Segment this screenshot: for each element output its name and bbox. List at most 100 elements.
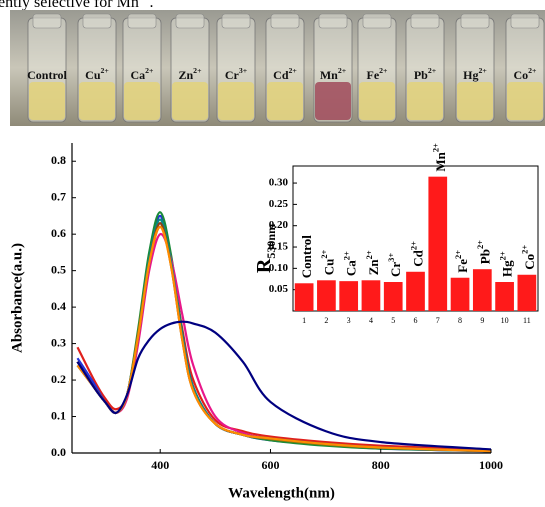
bar-label: Ca2+ <box>341 251 358 276</box>
bar-label-sup: 2+ <box>319 249 329 258</box>
x-axis-title: Wavelength(nm) <box>228 485 335 501</box>
vial-label-sup: 2+ <box>428 66 437 75</box>
y-tick-label: 0.20 <box>269 219 289 231</box>
vial-liquid <box>359 82 395 120</box>
x-tick-label: 6 <box>414 316 418 325</box>
y-axis-title-sub: 530nm <box>264 224 278 259</box>
vial-label-base: Control <box>27 68 67 82</box>
bar-label-sup: 2+ <box>475 240 485 249</box>
x-tick-label: 2 <box>324 316 328 325</box>
vial-label-base: Mn <box>320 68 338 82</box>
vial-liquid <box>124 82 160 120</box>
bar-label-base: Zn <box>366 259 381 276</box>
vial-label-sup: 2+ <box>289 66 298 75</box>
vial-label-sup: 2+ <box>145 66 154 75</box>
bar-label: Mn2+ <box>431 143 448 172</box>
y-tick-label: 0.6 <box>51 226 66 240</box>
bar-label-base: Hg <box>500 260 515 277</box>
bar-label-sup: 2+ <box>408 241 418 250</box>
vial-label-sup: 3+ <box>239 66 248 75</box>
y-tick-label: 0.5 <box>51 262 66 276</box>
y-tick-label: 0.2 <box>51 372 66 386</box>
bar <box>450 277 470 311</box>
bar-label-sup: 2+ <box>497 251 507 260</box>
vial-label-sup: 2+ <box>338 66 347 75</box>
bar-label-sup: 2+ <box>341 251 351 260</box>
vial-neck <box>318 13 348 29</box>
y-axis-title: Absorbance(a.u.) <box>9 243 25 353</box>
bar-label-base: Cu <box>321 259 336 276</box>
vial-liquid <box>218 82 254 120</box>
vial-label: Cr3+ <box>225 66 248 82</box>
bar-label-base: Co <box>522 254 537 270</box>
y-tick-label: 0.3 <box>51 335 66 349</box>
bar-label: Fe2+ <box>453 250 470 273</box>
vial-liquid <box>507 82 543 120</box>
vial-neck <box>82 13 112 29</box>
bar-label-base: Pb <box>477 249 492 264</box>
x-tick-label: 1 <box>302 316 306 325</box>
vial-label-sup: 2+ <box>379 66 388 75</box>
vial-label-base: Ca <box>130 68 145 82</box>
y-tick-label: 0.25 <box>269 198 289 210</box>
bar-label: Hg2+ <box>497 251 514 277</box>
vial-label: Mn2+ <box>320 66 347 82</box>
vial-label-sup: 2+ <box>479 66 488 75</box>
x-tick-label: 3 <box>347 316 351 325</box>
caption: ently selective for Mn2+. <box>0 0 153 11</box>
vial-label: Fe2+ <box>367 66 389 82</box>
bar <box>383 282 403 311</box>
vial-liquid <box>29 82 65 120</box>
chart: 0.0 0.1 0.2 0.3 0.4 0.5 0.6 0.7 0.8 400 600 800 1000… <box>9 143 539 501</box>
x-tick-label: 10 <box>501 316 509 325</box>
bar-label: Cr3+ <box>386 253 403 277</box>
spectrum-line <box>76 320 491 451</box>
bar <box>472 269 492 311</box>
bar-label: Zn2+ <box>364 250 381 275</box>
bar-label: Pb2+ <box>475 240 492 264</box>
bar <box>361 280 381 311</box>
vial-neck <box>221 13 251 29</box>
vial-label-base: Fe <box>367 68 380 82</box>
bar-label-sup: 2+ <box>453 250 463 259</box>
bar-label: Cd2+ <box>408 241 425 267</box>
bar-label: Co2+ <box>520 245 537 270</box>
vial-neck <box>460 13 490 29</box>
vial-label: Cu2+ <box>85 66 109 82</box>
y-tick-label: 0.30 <box>269 177 289 189</box>
bar-label-base: Cr <box>388 262 403 277</box>
x-tick-label: 400 <box>151 458 169 472</box>
bar-label-base: Control <box>299 235 314 278</box>
vial-label: Ca2+ <box>130 66 154 82</box>
vial-label: Hg2+ <box>463 66 487 82</box>
y-tick-label: 0.7 <box>51 189 66 203</box>
vial-neck <box>510 13 540 29</box>
vial-label: Pb2+ <box>414 66 437 82</box>
x-tick-label: 5 <box>391 316 395 325</box>
bar <box>317 280 336 311</box>
bar <box>517 274 537 311</box>
vial-label: Zn2+ <box>178 66 202 82</box>
x-tick-label: 7 <box>436 316 440 325</box>
bar <box>339 281 359 311</box>
y-tick-label: 0.1 <box>51 408 66 422</box>
x-tick-label: 600 <box>261 458 279 472</box>
bar-label: Control <box>299 235 314 278</box>
bar-label-base: Mn <box>433 151 448 171</box>
y-tick-label: 0.8 <box>51 153 66 167</box>
vial-neck <box>175 13 205 29</box>
vial-label-base: Co <box>513 68 528 82</box>
bar-label-sup: 3+ <box>386 253 396 262</box>
bar-label: Cu2+ <box>319 249 336 275</box>
bar-label-sup: 2+ <box>520 245 530 254</box>
bar-label-base: Fe <box>455 259 470 273</box>
vial-label-sup: 2+ <box>528 66 537 75</box>
y-tick-label: 0.05 <box>269 283 289 295</box>
y-tick-label: 0.4 <box>51 299 66 313</box>
vial-label: Control <box>27 68 67 82</box>
vial-neck <box>270 13 300 29</box>
vial-neck <box>410 13 440 29</box>
bar-label-base: Cd <box>410 249 425 266</box>
vial-liquid <box>267 82 303 120</box>
